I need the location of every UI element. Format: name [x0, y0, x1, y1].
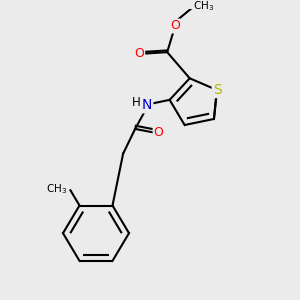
Text: O: O — [134, 46, 144, 59]
Text: CH$_3$: CH$_3$ — [46, 182, 68, 196]
Text: N: N — [142, 98, 152, 112]
Text: O: O — [154, 126, 164, 139]
Text: H: H — [132, 96, 140, 109]
Text: S: S — [213, 83, 221, 97]
Text: O: O — [170, 20, 180, 32]
Text: CH$_3$: CH$_3$ — [193, 0, 214, 13]
